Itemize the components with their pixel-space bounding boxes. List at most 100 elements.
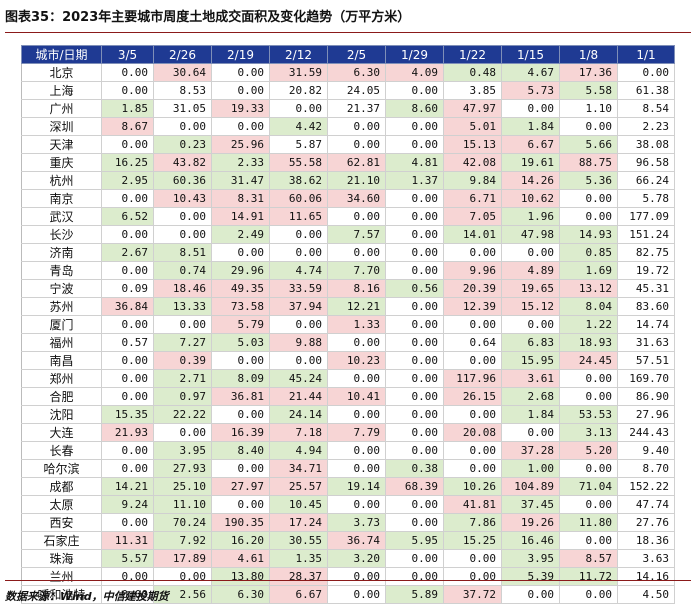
value-cell: 37.72 <box>443 585 502 604</box>
value-cell: 16.25 <box>101 153 154 172</box>
city-cell: 南昌 <box>21 351 102 370</box>
value-cell: 6.67 <box>269 585 328 604</box>
value-cell: 14.16 <box>617 567 675 586</box>
table-row: 福州 0.57 7.27 5.03 9.88 0.00 0.00 0.64 6.83 18.93 3… <box>21 333 675 352</box>
value-cell: 7.92 <box>153 531 212 550</box>
value-cell: 25.96 <box>211 135 270 154</box>
value-cell: 1.84 <box>501 117 560 136</box>
value-cell: 0.00 <box>385 315 444 334</box>
value-cell: 0.00 <box>559 369 618 388</box>
value-cell: 2.33 <box>211 153 270 172</box>
value-cell: 19.61 <box>501 153 560 172</box>
value-cell: 1.37 <box>385 171 444 190</box>
value-cell: 47.74 <box>617 495 675 514</box>
value-cell: 19.33 <box>211 99 270 118</box>
value-cell: 8.57 <box>559 549 618 568</box>
value-cell: 7.57 <box>327 225 386 244</box>
value-cell: 16.20 <box>211 531 270 550</box>
value-cell: 31.47 <box>211 171 270 190</box>
value-cell: 0.00 <box>559 495 618 514</box>
header-date: 2/12 <box>269 45 328 64</box>
value-cell: 37.45 <box>501 495 560 514</box>
value-cell: 55.58 <box>269 153 328 172</box>
value-cell: 190.35 <box>211 513 270 532</box>
value-cell: 42.08 <box>443 153 502 172</box>
value-cell: 8.40 <box>211 441 270 460</box>
value-cell: 5.66 <box>559 135 618 154</box>
value-cell: 0.00 <box>211 495 270 514</box>
value-cell: 38.62 <box>269 171 328 190</box>
value-cell: 66.24 <box>617 171 675 190</box>
value-cell: 21.10 <box>327 171 386 190</box>
value-cell: 177.09 <box>617 207 675 226</box>
table-row: 深圳 8.67 0.00 0.00 4.42 0.00 0.00 5.01 1.84 0.00 2.… <box>21 117 675 136</box>
value-cell: 1.33 <box>327 315 386 334</box>
value-cell: 0.00 <box>327 369 386 388</box>
value-cell: 61.38 <box>617 81 675 100</box>
value-cell: 0.00 <box>153 225 212 244</box>
table-row: 大连 21.93 0.00 16.39 7.18 7.79 0.00 20.08 0.00 3.1… <box>21 423 675 442</box>
value-cell: 0.00 <box>327 135 386 154</box>
value-cell: 18.36 <box>617 531 675 550</box>
value-cell: 7.86 <box>443 513 502 532</box>
value-cell: 70.24 <box>153 513 212 532</box>
value-cell: 8.51 <box>153 243 212 262</box>
value-cell: 24.45 <box>559 351 618 370</box>
table-row: 太原 9.24 11.10 0.00 10.45 0.00 0.00 41.81 37.45 0.… <box>21 495 675 514</box>
value-cell: 0.00 <box>269 351 328 370</box>
value-cell: 0.00 <box>327 243 386 262</box>
value-cell: 10.26 <box>443 477 502 496</box>
value-cell: 34.71 <box>269 459 328 478</box>
value-cell: 73.58 <box>211 297 270 316</box>
value-cell: 86.90 <box>617 387 675 406</box>
value-cell: 13.12 <box>559 279 618 298</box>
value-cell: 45.24 <box>269 369 328 388</box>
value-cell: 21.93 <box>101 423 154 442</box>
value-cell: 0.00 <box>101 81 154 100</box>
value-cell: 1.96 <box>501 207 560 226</box>
value-cell: 19.72 <box>617 261 675 280</box>
value-cell: 34.60 <box>327 189 386 208</box>
table-row: 南昌 0.00 0.39 0.00 0.00 10.23 0.00 0.00 15.95 24.4… <box>21 351 675 370</box>
value-cell: 9.24 <box>101 495 154 514</box>
table-row: 北京 0.00 30.64 0.00 31.59 6.30 4.09 0.48 4.67 17.3… <box>21 63 675 82</box>
value-cell: 0.00 <box>269 99 328 118</box>
value-cell: 9.96 <box>443 261 502 280</box>
city-cell: 哈尔滨 <box>21 459 102 478</box>
value-cell: 0.00 <box>385 297 444 316</box>
value-cell: 16.46 <box>501 531 560 550</box>
value-cell: 1.85 <box>101 99 154 118</box>
value-cell: 2.71 <box>153 369 212 388</box>
city-cell: 深圳 <box>21 117 102 136</box>
value-cell: 5.20 <box>559 441 618 460</box>
value-cell: 0.00 <box>501 99 560 118</box>
value-cell: 0.00 <box>617 63 675 82</box>
table-header-row: 城市/日期 3/5 2/26 2/19 2/12 2/5 1/29 1/22 1/15 1/8 1/… <box>21 45 675 64</box>
value-cell: 62.81 <box>327 153 386 172</box>
value-cell: 6.67 <box>501 135 560 154</box>
value-cell: 2.67 <box>101 243 154 262</box>
city-cell: 福州 <box>21 333 102 352</box>
value-cell: 0.00 <box>153 315 212 334</box>
value-cell: 0.00 <box>385 513 444 532</box>
value-cell: 26.15 <box>443 387 502 406</box>
city-cell: 宁波 <box>21 279 102 298</box>
table-row: 杭州 2.95 60.36 31.47 38.62 21.10 1.37 9.84 14.26 5… <box>21 171 675 190</box>
value-cell: 1.69 <box>559 261 618 280</box>
city-cell: 青岛 <box>21 261 102 280</box>
value-cell: 104.89 <box>501 477 560 496</box>
value-cell: 31.05 <box>153 99 212 118</box>
value-cell: 19.65 <box>501 279 560 298</box>
value-cell: 41.81 <box>443 495 502 514</box>
value-cell: 1.22 <box>559 315 618 334</box>
value-cell: 0.00 <box>501 243 560 262</box>
value-cell: 0.38 <box>385 459 444 478</box>
value-cell: 0.00 <box>101 513 154 532</box>
value-cell: 49.35 <box>211 279 270 298</box>
value-cell: 0.57 <box>101 333 154 352</box>
value-cell: 5.58 <box>559 81 618 100</box>
value-cell: 244.43 <box>617 423 675 442</box>
land-transaction-table: 城市/日期 3/5 2/26 2/19 2/12 2/5 1/29 1/22 1/15 1/8 1/… <box>21 45 675 604</box>
value-cell: 4.67 <box>501 63 560 82</box>
value-cell: 6.52 <box>101 207 154 226</box>
